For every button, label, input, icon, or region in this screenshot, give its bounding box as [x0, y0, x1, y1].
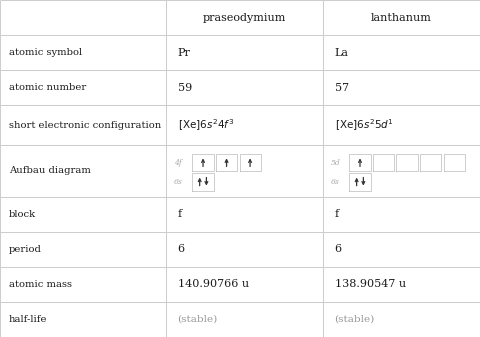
- Text: atomic symbol: atomic symbol: [9, 48, 82, 57]
- Text: La: La: [335, 48, 348, 58]
- Text: 5d: 5d: [331, 158, 341, 166]
- Text: (stable): (stable): [335, 315, 375, 324]
- Text: 6s: 6s: [331, 178, 340, 186]
- Text: $\mathrm{[Xe]6}s^{2}\mathrm{4}f^{3}$: $\mathrm{[Xe]6}s^{2}\mathrm{4}f^{3}$: [178, 117, 234, 133]
- Text: f: f: [335, 209, 339, 219]
- Text: Pr: Pr: [178, 48, 191, 58]
- Text: 57: 57: [335, 83, 348, 93]
- Text: f: f: [178, 209, 182, 219]
- Text: 138.90547 u: 138.90547 u: [335, 279, 406, 289]
- Text: Aufbau diagram: Aufbau diagram: [9, 166, 91, 176]
- Text: 4f: 4f: [174, 158, 182, 166]
- Text: atomic number: atomic number: [9, 83, 86, 92]
- Text: (stable): (stable): [178, 315, 218, 324]
- Text: 6: 6: [335, 244, 342, 254]
- Text: 6: 6: [178, 244, 185, 254]
- Text: short electronic configuration: short electronic configuration: [9, 121, 161, 130]
- Text: period: period: [9, 245, 41, 254]
- Text: praseodymium: praseodymium: [203, 12, 286, 23]
- Text: lanthanum: lanthanum: [371, 12, 432, 23]
- Text: atomic mass: atomic mass: [9, 280, 72, 289]
- Text: 6s: 6s: [174, 178, 183, 186]
- Text: 140.90766 u: 140.90766 u: [178, 279, 249, 289]
- Text: $\mathrm{[Xe]6}s^{2}\mathrm{5}d^{1}$: $\mathrm{[Xe]6}s^{2}\mathrm{5}d^{1}$: [335, 117, 394, 133]
- Text: 59: 59: [178, 83, 192, 93]
- Text: half-life: half-life: [9, 315, 47, 324]
- Text: block: block: [9, 210, 36, 219]
